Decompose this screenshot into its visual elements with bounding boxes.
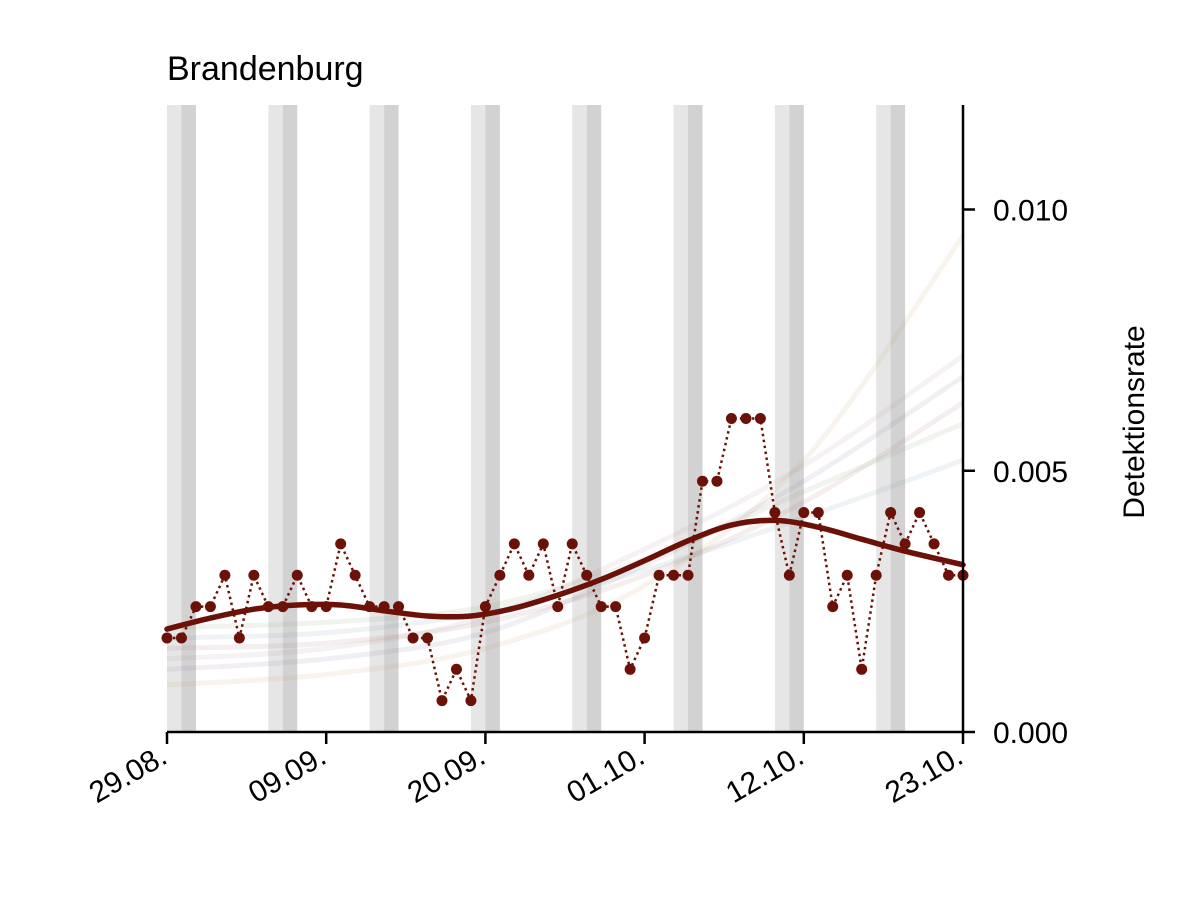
daily-rate-point [653,569,665,581]
daily-rate-point [841,569,853,581]
daily-rate-point [783,569,795,581]
background-series-line [166,353,965,662]
weekend-bands [167,105,906,732]
x-tick-label: 29.08. [84,739,173,809]
highlight-series [161,413,969,707]
daily-rate-point [465,695,477,707]
daily-rate-point [233,632,245,644]
daily-rate-point [393,601,405,613]
x-tick-label: 09.09. [243,739,332,809]
y-tick-label: 0.000 [993,717,1068,750]
daily-rate-point [523,569,535,581]
daily-rate-line [167,417,963,705]
daily-rate-point [422,632,434,644]
daily-rate-point [668,569,680,581]
background-series-line [166,421,964,630]
daily-rate-point [581,569,593,581]
weekend-band-saturday [167,105,182,732]
daily-rate-point [552,601,564,613]
weekend-band-sunday [890,105,906,732]
x-tick-label: 20.09. [402,739,491,809]
daily-rate-point [291,569,303,581]
x-tick-label: 23.10. [880,739,969,809]
daily-rate-point [827,601,839,613]
x-tick-label: 12.10. [721,739,810,809]
weekend-band-sunday [485,105,500,732]
daily-rate-point [479,601,491,613]
daily-rate-point [494,569,506,581]
daily-rate-point [624,663,636,675]
daily-rate-point [885,507,897,519]
daily-rate-point [798,507,810,519]
weekend-band-saturday [369,105,385,732]
daily-rate-point [754,413,766,424]
y-tick-label: 0.010 [993,195,1068,228]
daily-rate-point [407,632,419,644]
daily-rate-point [219,569,231,581]
daily-rate-point [812,507,824,519]
daily-rate-point [595,601,607,613]
weekend-band-saturday [673,105,689,732]
weekend-band-saturday [572,105,587,732]
weekend-band-sunday [586,105,602,732]
daily-rate-point [436,695,448,707]
daily-rate-point [639,632,651,644]
background-series [166,234,966,688]
daily-rate-point [740,413,752,424]
daily-rate-point [682,569,694,581]
daily-rate-point [856,663,868,675]
daily-rate-point [914,507,926,519]
y-tick-label: 0.005 [993,456,1068,489]
weekend-band-saturday [470,105,486,732]
daily-rate-point [349,569,361,581]
background-series-line [166,374,965,672]
weekend-band-sunday [789,105,804,732]
x-tick-label: 01.10. [561,739,650,809]
weekend-band-sunday [688,105,703,732]
daily-rate-point [943,569,955,581]
daily-rate-point [769,507,781,519]
daily-rate-point [537,538,549,550]
daily-rate-point [335,538,347,550]
daily-rate-point [566,538,578,550]
daily-rate-point [204,601,216,613]
daily-rate-point [175,632,187,644]
weekend-band-sunday [181,105,196,732]
daily-rate-point [928,538,940,550]
daily-rate-point [508,538,520,550]
weekend-band-sunday [384,105,399,732]
y-axis-label: Detektionsrate [1118,325,1151,518]
background-series-line [166,400,965,651]
daily-rate-point [870,569,882,581]
weekend-band-saturday [268,105,283,732]
smoothed-rate-line [164,517,966,632]
chart-title: Brandenburg [167,50,364,88]
daily-rate-point [610,601,622,613]
daily-rate-point [161,632,173,644]
daily-rate-point [899,538,911,550]
daily-rate-point [711,475,723,487]
daily-rate-point [725,413,737,424]
daily-rate-point [190,601,202,613]
daily-rate-point [450,663,462,675]
daily-rate-point [696,475,708,487]
weekend-band-sunday [282,105,298,732]
weekend-band-saturday [774,105,790,732]
daily-rate-point [248,569,260,581]
